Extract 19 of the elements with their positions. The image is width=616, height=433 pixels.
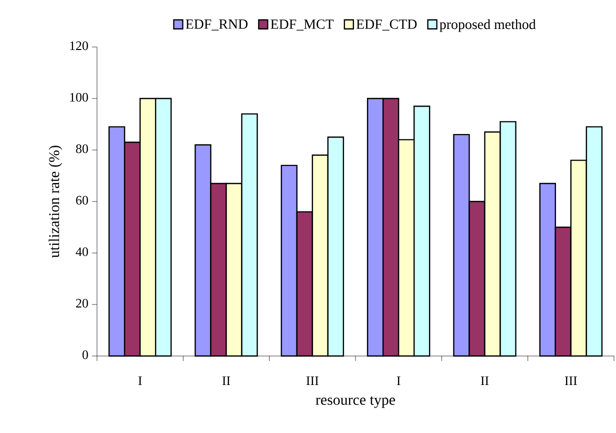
legend-label: proposed method (440, 19, 536, 32)
y-axis-title: utilization rate (%) (48, 146, 62, 258)
legend-label: EDF_CTD (356, 20, 417, 31)
x-axis-title: resource type (316, 396, 396, 408)
legend-label: EDF_RND (186, 20, 248, 30)
x-tick-label: III (564, 376, 577, 385)
y-tick-label: 120 (70, 41, 88, 50)
y-tick-label: 80 (76, 144, 88, 154)
y-tick-label: 40 (76, 247, 88, 256)
x-tick-label: I (138, 376, 142, 385)
y-tick-label: 100 (70, 92, 88, 102)
x-tick-label: III (306, 376, 318, 385)
x-tick-label: I (396, 376, 400, 385)
y-tick-label: 20 (76, 298, 88, 308)
x-tick-label: II (222, 376, 230, 385)
x-tick-label: II (480, 376, 489, 385)
legend-label: EDF_MCT (270, 20, 334, 31)
y-tick-label: 60 (76, 196, 88, 205)
y-tick-label: 0 (82, 350, 88, 360)
